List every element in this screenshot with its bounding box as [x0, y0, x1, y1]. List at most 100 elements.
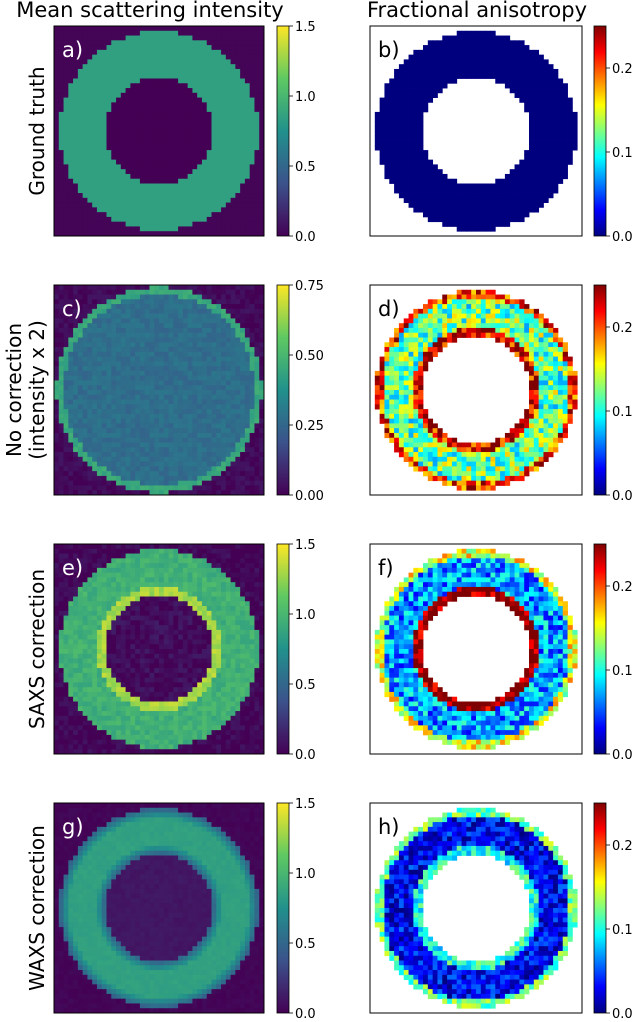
map-pixel: [173, 92, 179, 98]
map-pixel: [135, 107, 141, 113]
map-pixel: [413, 78, 419, 84]
map-pixel: [259, 342, 265, 348]
map-pixel: [73, 221, 79, 227]
map-pixel: [548, 121, 554, 127]
map-pixel: [63, 121, 69, 127]
map-pixel: [259, 337, 265, 343]
map-pixel: [225, 49, 231, 56]
map-pixel: [54, 304, 60, 310]
map-pixel: [240, 394, 246, 400]
map-pixel: [259, 121, 265, 127]
map-pixel: [572, 126, 578, 132]
map-pixel: [538, 64, 544, 70]
map-pixel: [259, 447, 265, 453]
map-pixel: [466, 207, 472, 213]
map-pixel: [73, 461, 79, 467]
map-pixel: [154, 145, 160, 151]
map-pixel: [54, 35, 60, 41]
map-pixel: [87, 183, 93, 189]
map-pixel: [562, 173, 568, 180]
map-pixel: [221, 183, 227, 189]
map-pixel: [101, 159, 107, 165]
map-pixel: [254, 107, 260, 113]
map-pixel: [259, 490, 265, 496]
map-pixel: [68, 304, 74, 310]
map-pixel: [178, 409, 184, 415]
map-pixel: [63, 197, 69, 203]
map-pixel: [259, 107, 265, 113]
map-pixel: [389, 83, 395, 89]
map-pixel: [254, 299, 260, 305]
map-pixel: [553, 83, 559, 89]
map-pixel: [403, 183, 409, 189]
map-pixel: [413, 135, 419, 141]
map-pixel: [116, 413, 122, 420]
map-pixel: [418, 140, 424, 146]
map-pixel: [259, 327, 265, 334]
map-pixel: [524, 173, 530, 180]
map-pixel: [254, 442, 260, 448]
map-pixel: [163, 423, 169, 429]
map-pixel: [111, 480, 117, 486]
map-pixel: [187, 285, 193, 291]
map-pixel: [116, 442, 122, 448]
map-pixel: [125, 164, 131, 170]
map-pixel: [504, 183, 511, 189]
map-pixel: [139, 183, 146, 189]
map-pixel: [163, 471, 169, 477]
map-pixel: [398, 97, 405, 103]
map-pixel: [154, 385, 160, 391]
map-pixel: [244, 361, 251, 367]
map-pixel: [254, 73, 260, 79]
map-pixel: [230, 480, 236, 486]
map-pixel: [135, 178, 141, 184]
map-pixel: [442, 45, 448, 51]
map-pixel: [533, 102, 540, 108]
map-pixel: [168, 135, 174, 141]
map-pixel: [101, 202, 107, 208]
map-pixel: [178, 26, 184, 32]
map-pixel: [111, 294, 117, 300]
map-pixel: [408, 111, 414, 118]
map-pixel: [403, 178, 409, 184]
map-pixel: [485, 221, 491, 227]
map-pixel: [206, 327, 212, 334]
map-pixel: [500, 40, 506, 46]
map-pixel: [130, 111, 136, 118]
map-pixel: [58, 366, 64, 372]
map-pixel: [471, 299, 477, 305]
map-pixel: [442, 73, 448, 79]
map-pixel: [548, 107, 554, 113]
map-pixel: [135, 332, 141, 338]
map-pixel: [139, 428, 146, 434]
map-pixel: [116, 131, 122, 137]
map-pixel: [144, 404, 150, 410]
map-pixel: [524, 150, 530, 156]
map-pixel: [139, 485, 146, 491]
map-pixel: [394, 154, 400, 161]
map-pixel: [96, 135, 103, 141]
map-pixel: [244, 150, 251, 156]
map-pixel: [111, 366, 117, 372]
map-pixel: [139, 88, 146, 94]
map-pixel: [92, 404, 98, 410]
map-pixel: [211, 30, 217, 36]
map-pixel: [235, 475, 241, 482]
map-pixel: [456, 193, 462, 199]
map-pixel: [230, 154, 236, 161]
map-pixel: [68, 342, 74, 348]
map-pixel: [418, 97, 424, 103]
map-pixel: [225, 107, 231, 113]
map-pixel: [139, 193, 146, 199]
map-pixel: [130, 380, 136, 386]
map-pixel: [485, 212, 491, 218]
map-pixel: [447, 78, 453, 84]
map-pixel: [154, 135, 160, 141]
map-pixel: [225, 485, 231, 491]
map-pixel: [427, 202, 434, 208]
map-pixel: [225, 197, 231, 203]
map-pixel: [125, 154, 131, 161]
map-pixel: [480, 193, 487, 199]
map-pixel: [437, 188, 443, 194]
map-pixel: [398, 135, 405, 141]
